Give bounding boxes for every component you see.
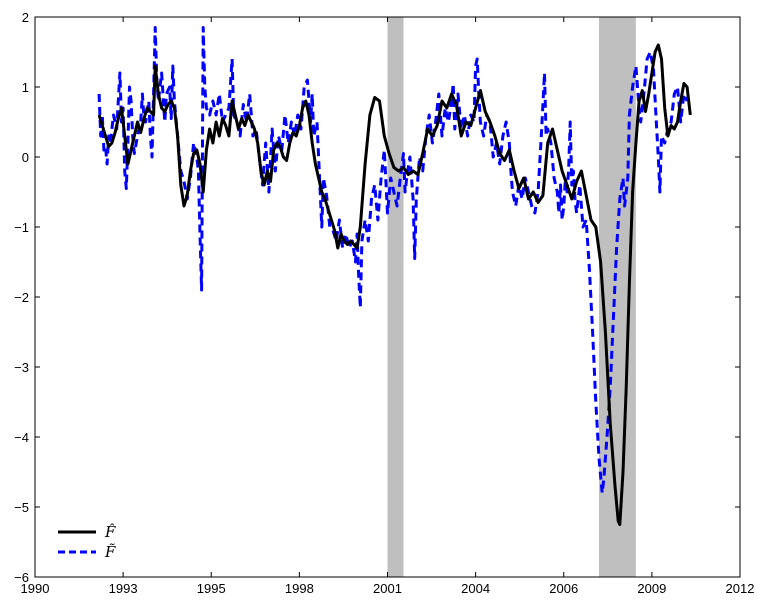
x-tick-label: 2009 xyxy=(637,581,666,596)
y-tick-label: −5 xyxy=(14,500,29,515)
legend-label-f-hat: F̂ xyxy=(104,523,116,541)
x-tick-label: 2004 xyxy=(461,581,490,596)
x-tick-label: 2006 xyxy=(549,581,578,596)
y-tick-label: 2 xyxy=(22,10,29,25)
x-tick-label: 1998 xyxy=(285,581,314,596)
x-tick-label: 2012 xyxy=(726,581,755,596)
x-tick-label: 1993 xyxy=(109,581,138,596)
y-tick-label: −4 xyxy=(14,430,29,445)
y-tick-label: −1 xyxy=(14,220,29,235)
y-tick-label: −2 xyxy=(14,290,29,305)
y-tick-label: −6 xyxy=(14,570,29,585)
y-tick-label: 1 xyxy=(22,80,29,95)
y-tick-label: 0 xyxy=(22,150,29,165)
x-tick-label: 2001 xyxy=(373,581,402,596)
x-tick-label: 1995 xyxy=(197,581,226,596)
shaded-period-0 xyxy=(388,17,404,577)
y-tick-label: −3 xyxy=(14,360,29,375)
legend-label-f-tilde: F̃ xyxy=(104,543,116,561)
